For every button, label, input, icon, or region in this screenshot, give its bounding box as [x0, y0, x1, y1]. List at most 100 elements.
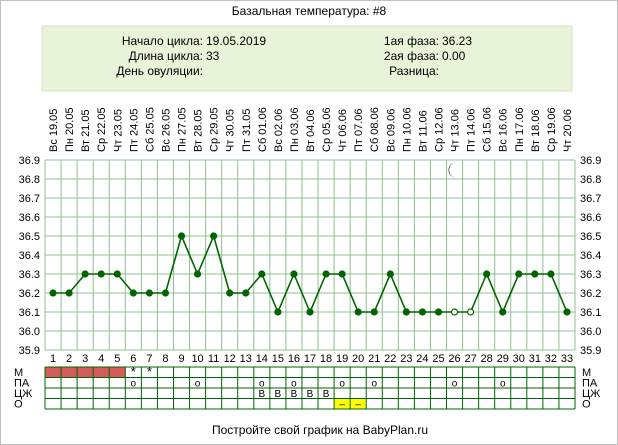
temperature-point — [563, 308, 571, 316]
row-label-left: ЦЖ — [14, 388, 32, 400]
m_marks: * — [131, 364, 136, 379]
y-tick-label-left: 35.9 — [19, 345, 40, 357]
temperature-point — [531, 270, 539, 278]
temperature-point — [65, 289, 73, 297]
pa_marks: o — [371, 379, 377, 390]
cz_marks: В — [291, 389, 298, 400]
info-right-label: Разница: — [389, 64, 439, 78]
info-left-value: 33 — [206, 49, 220, 63]
date-label: Вт 04.06 — [305, 109, 317, 152]
chart-title: Базальная температура: #8 — [232, 4, 387, 18]
temperature-point — [177, 232, 186, 240]
row-label-right: ПА — [582, 378, 598, 390]
ovulation-test-cell — [350, 398, 367, 409]
menses-cell — [45, 367, 62, 378]
date-label: Сб 01.06 — [257, 107, 269, 152]
cz_marks: В — [275, 389, 282, 400]
y-tick-label-left: 36.6 — [19, 212, 40, 224]
day-number: 6 — [130, 353, 136, 365]
temperature-point — [386, 270, 394, 278]
ovulation-test-cell — [334, 398, 351, 409]
date-label: Чт 20.06 — [562, 109, 574, 152]
temperature-point — [499, 308, 507, 316]
date-label: Пт 07.06 — [353, 108, 365, 152]
cz_marks: В — [307, 389, 314, 400]
temperature-point — [113, 270, 121, 278]
cz_marks: В — [323, 389, 330, 400]
day-number: 9 — [178, 353, 184, 365]
y-tick-label-left: 36.8 — [19, 174, 40, 186]
pa_marks: o — [452, 379, 458, 390]
day-number: 2 — [66, 353, 72, 365]
date-label: Ср 29.05 — [209, 107, 221, 152]
day-number: 28 — [481, 353, 493, 365]
date-label: Сб 15.06 — [482, 107, 494, 152]
date-label: Пт 31.05 — [241, 108, 253, 152]
info-left-label: Начало цикла: — [122, 34, 203, 48]
temperature-point — [483, 270, 491, 278]
info-left-value: 19.05.2019 — [206, 34, 266, 48]
temperature-point — [434, 308, 443, 316]
row-label-right: О — [582, 399, 591, 411]
day-number: 11 — [208, 353, 219, 365]
date-label: Пн 17.06 — [514, 107, 526, 152]
day-number: 19 — [336, 353, 348, 365]
row-label-right: ЦЖ — [582, 388, 600, 400]
y-tick-label-left: 36.0 — [19, 326, 40, 338]
row-label-right: М — [582, 367, 591, 379]
day-number: 26 — [448, 353, 460, 365]
date-label: Пн 03.06 — [289, 107, 301, 152]
o_marks: – — [355, 400, 361, 411]
temperature-point — [161, 289, 170, 297]
pa_marks: o — [339, 379, 345, 390]
date-label: Вс 19.05 — [48, 109, 60, 152]
y-tick-label-left: 36.1 — [19, 307, 40, 319]
date-label: Сб 08.06 — [369, 107, 381, 152]
date-label: Чт 06.06 — [337, 109, 349, 152]
y-tick-label-left: 36.2 — [19, 288, 40, 300]
y-tick-label-right: 36.3 — [580, 269, 601, 281]
y-tick-label-right: 36.1 — [580, 307, 601, 319]
y-tick-label-right: 36.7 — [580, 193, 601, 205]
cycle-info: Начало цикла:Длина цикла:День овуляции: 1… — [116, 34, 472, 78]
menses-cell — [109, 367, 126, 378]
y-tick-label-right: 36.0 — [580, 326, 601, 338]
y-tick-label-right: 36.4 — [580, 250, 601, 262]
date-label: Вс 09.06 — [385, 109, 397, 152]
day-number: 30 — [513, 353, 525, 365]
day-number: 8 — [162, 353, 168, 365]
day-number: 17 — [304, 353, 316, 365]
date-label: Ср 19.06 — [546, 107, 558, 152]
day-number: 24 — [416, 353, 428, 365]
date-label: Пн 10.06 — [401, 107, 413, 152]
cz_marks: В — [258, 389, 265, 400]
date-label: Пт 14.06 — [466, 108, 478, 152]
temperature-point — [370, 308, 378, 316]
temperature-point — [193, 270, 202, 278]
date-label: Вс 26.05 — [160, 109, 172, 152]
y-axis: 36.9 36.9 36.8 36.8 36.7 36.7 36.6 36.6 36.5 36.5… — [19, 155, 602, 357]
o_marks: – — [339, 400, 345, 411]
date-label: Чт 13.06 — [450, 109, 462, 152]
temperature-point — [242, 289, 250, 297]
day-number: 32 — [545, 353, 557, 365]
day-number: 21 — [368, 353, 380, 365]
info-left-label: Длина цикла: — [129, 49, 203, 63]
y-tick-label-left: 36.4 — [19, 250, 40, 262]
day-number: 27 — [464, 353, 476, 365]
pa_marks: o — [291, 379, 297, 390]
temperature-point — [258, 270, 266, 278]
info-left-label: День овуляции: — [116, 64, 203, 78]
footer-link[interactable]: Постройте свой график на BabyPlan.ru — [212, 423, 428, 437]
day-number: 12 — [224, 353, 236, 365]
day-number: 18 — [320, 353, 332, 365]
menses-cell — [77, 367, 94, 378]
y-tick-label-left: 36.9 — [19, 155, 40, 167]
date-label: Ср 12.06 — [433, 107, 445, 152]
date-label: Вт 28.05 — [193, 109, 205, 152]
day-number: 5 — [114, 353, 120, 365]
day-number: 13 — [240, 353, 252, 365]
